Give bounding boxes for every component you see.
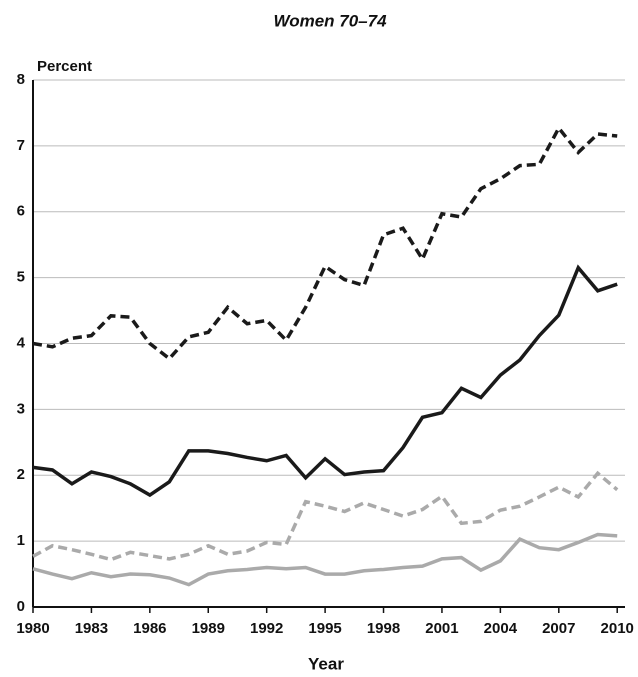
x-axis-label: Year bbox=[308, 654, 344, 673]
series-line bbox=[32, 532, 618, 587]
y-tick-label: 8 bbox=[17, 71, 25, 88]
x-tick-label: 2004 bbox=[484, 620, 518, 637]
y-tick-label: 4 bbox=[17, 334, 26, 351]
x-tick-label: 1983 bbox=[75, 620, 108, 637]
x-tick-label: 1989 bbox=[192, 620, 225, 637]
y-tick-label: 3 bbox=[17, 400, 25, 417]
x-tick-label: 1986 bbox=[133, 620, 166, 637]
y-tick-label: 7 bbox=[17, 137, 25, 154]
y-tick-label: 1 bbox=[17, 532, 25, 549]
x-tick-label: 1995 bbox=[308, 620, 341, 637]
x-tick-label: 2007 bbox=[542, 620, 575, 637]
y-tick-label: 2 bbox=[17, 466, 25, 483]
chart-title: Women 70–74 bbox=[273, 11, 387, 30]
x-tick-label: 1998 bbox=[367, 620, 400, 637]
y-tick-label: 5 bbox=[17, 269, 25, 286]
y-tick-label: 6 bbox=[17, 203, 25, 220]
series-line bbox=[32, 470, 619, 562]
y-axis-label: Percent bbox=[37, 58, 92, 75]
x-tick-label: 2010 bbox=[601, 620, 634, 637]
x-tick-label: 1980 bbox=[16, 620, 49, 637]
y-tick-label: 0 bbox=[17, 598, 25, 615]
series-line bbox=[32, 264, 618, 498]
series-line bbox=[32, 124, 618, 362]
x-tick-label: 1992 bbox=[250, 620, 283, 637]
x-tick-label: 2001 bbox=[425, 620, 458, 637]
